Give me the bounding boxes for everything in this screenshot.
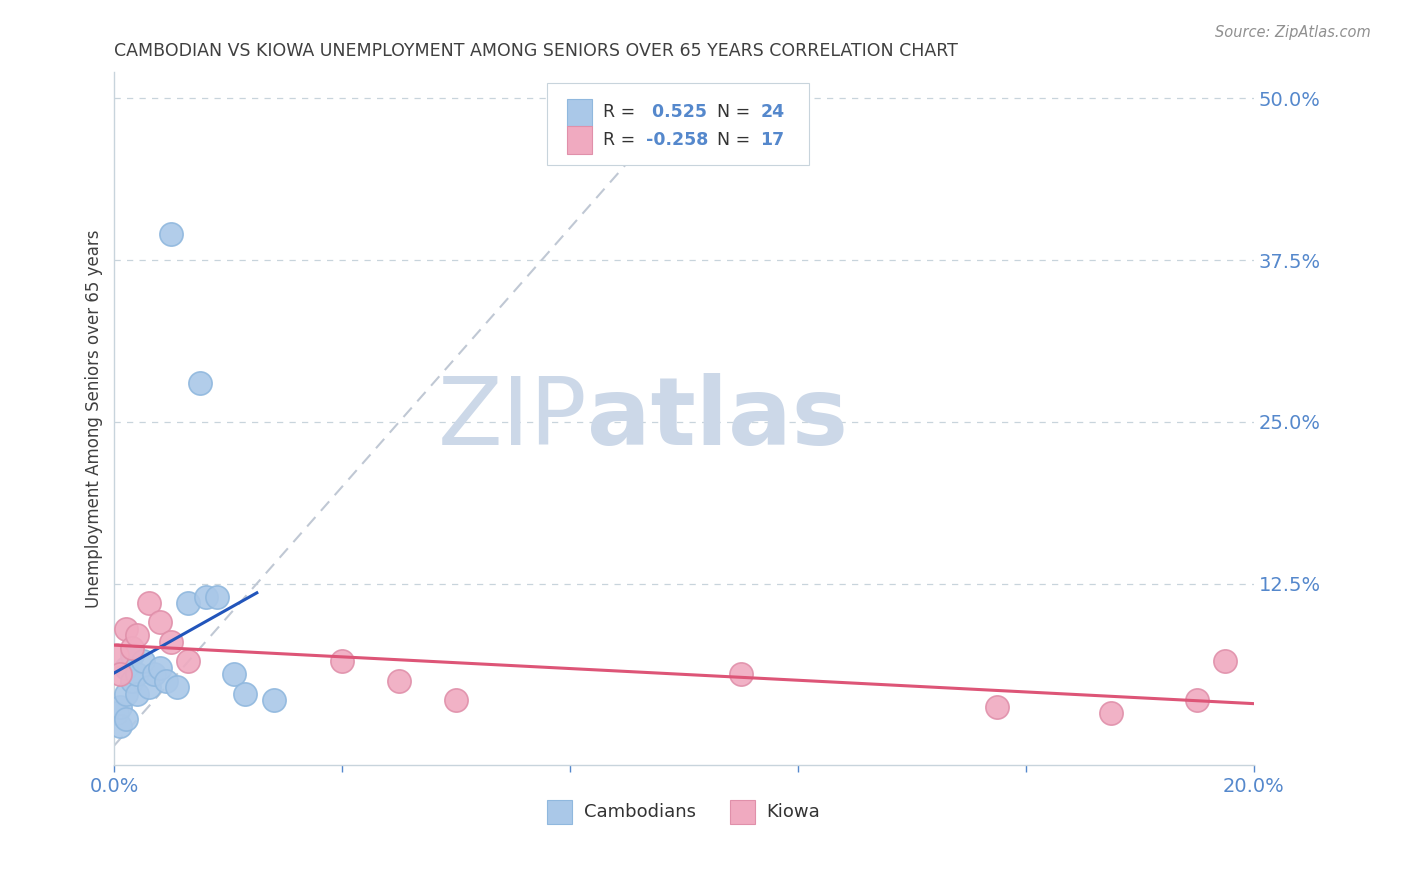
Text: atlas: atlas	[588, 373, 848, 465]
Point	[105, 648, 128, 662]
Point	[132, 654, 155, 668]
Point	[263, 693, 285, 707]
Point	[730, 667, 752, 681]
Point	[114, 713, 136, 727]
Point	[444, 693, 467, 707]
Text: N =: N =	[717, 103, 756, 121]
Point	[149, 615, 172, 630]
Point	[114, 622, 136, 636]
Point	[205, 590, 228, 604]
Point	[155, 673, 177, 688]
Text: ZIP: ZIP	[437, 373, 588, 465]
Point	[127, 628, 149, 642]
Point	[235, 687, 257, 701]
Point	[114, 661, 136, 675]
Y-axis label: Unemployment Among Seniors over 65 years: Unemployment Among Seniors over 65 years	[86, 229, 103, 607]
Bar	[547, 800, 572, 824]
Point	[143, 667, 166, 681]
Point	[177, 654, 200, 668]
Point	[194, 590, 217, 604]
Bar	[567, 127, 592, 154]
Point	[108, 699, 131, 714]
Point	[160, 227, 183, 242]
Point	[986, 699, 1008, 714]
Point	[188, 376, 211, 390]
Point	[160, 635, 183, 649]
Bar	[567, 99, 592, 127]
Point	[222, 667, 245, 681]
Point	[105, 706, 128, 720]
Point	[1099, 706, 1122, 720]
Text: CAMBODIAN VS KIOWA UNEMPLOYMENT AMONG SENIORS OVER 65 YEARS CORRELATION CHART: CAMBODIAN VS KIOWA UNEMPLOYMENT AMONG SE…	[114, 42, 959, 60]
Text: Source: ZipAtlas.com: Source: ZipAtlas.com	[1215, 25, 1371, 40]
Point	[108, 667, 131, 681]
Point	[166, 680, 188, 694]
Point	[127, 687, 149, 701]
Point	[127, 667, 149, 681]
Point	[121, 648, 143, 662]
Point	[330, 654, 353, 668]
FancyBboxPatch shape	[547, 83, 810, 164]
Point	[108, 719, 131, 733]
Point	[121, 641, 143, 656]
Point	[1185, 693, 1208, 707]
Point	[177, 596, 200, 610]
Point	[121, 673, 143, 688]
Text: -0.258: -0.258	[647, 131, 709, 149]
Text: 0.525: 0.525	[647, 103, 707, 121]
Text: N =: N =	[717, 131, 756, 149]
Text: R =: R =	[603, 103, 641, 121]
Text: 17: 17	[761, 131, 785, 149]
Text: Kiowa: Kiowa	[766, 803, 820, 821]
Text: R =: R =	[603, 131, 641, 149]
Point	[114, 687, 136, 701]
Point	[138, 680, 160, 694]
Point	[1213, 654, 1236, 668]
Text: Cambodians: Cambodians	[583, 803, 696, 821]
Text: 24: 24	[761, 103, 785, 121]
Point	[149, 661, 172, 675]
Point	[388, 673, 411, 688]
Point	[138, 596, 160, 610]
Bar	[730, 800, 755, 824]
